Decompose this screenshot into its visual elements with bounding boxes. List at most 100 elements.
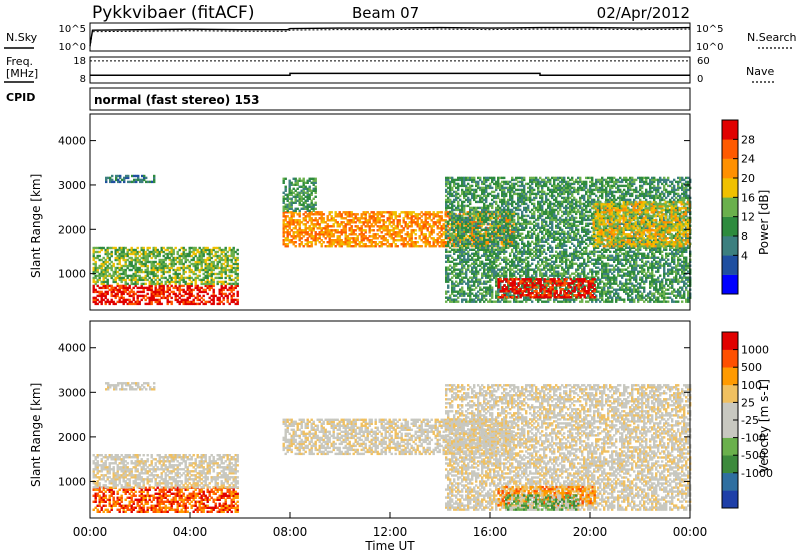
power-cell: [236, 262, 239, 266]
power-cell: [232, 270, 235, 274]
power-cell: [139, 178, 142, 182]
power-cell: [178, 272, 181, 276]
power-cell: [122, 286, 125, 290]
power-cell: [366, 245, 369, 248]
power-cell: [224, 294, 227, 298]
power-cell: [322, 227, 325, 230]
power-cell: [232, 252, 235, 256]
power-cell: [160, 250, 163, 254]
power-cell: [372, 215, 375, 218]
power-cell: [176, 252, 179, 256]
power-cell: [198, 250, 201, 254]
power-cell: [334, 213, 337, 216]
power-cell: [204, 246, 207, 250]
power-cell: [188, 284, 191, 288]
power-cell: [124, 270, 127, 274]
power-cell: [156, 248, 159, 252]
power-cell: [230, 264, 233, 268]
power-cell: [158, 302, 161, 306]
power-cell: [314, 177, 317, 180]
power-cell: [139, 180, 142, 184]
power-cell: [98, 264, 101, 268]
power-cell: [286, 235, 289, 238]
power-cell: [172, 250, 175, 254]
power-cell: [102, 272, 105, 276]
power-cell: [310, 223, 313, 226]
power-cell: [134, 302, 137, 306]
power-cell: [206, 276, 209, 280]
power-cell: [178, 262, 181, 266]
power-cell: [368, 227, 371, 230]
power-cell: [326, 229, 329, 232]
power-cell: [100, 274, 103, 278]
power-cell: [182, 272, 185, 276]
power-cell: [162, 254, 165, 258]
power-cell: [143, 178, 146, 182]
power-cell: [342, 227, 345, 230]
power-cell: [208, 264, 211, 268]
power-cell: [210, 270, 213, 274]
power-cell: [134, 274, 137, 278]
power-cell: [152, 248, 155, 252]
power-cell: [136, 258, 139, 262]
power-cell: [220, 266, 223, 270]
power-cell: [212, 294, 215, 298]
power-cell: [162, 268, 165, 272]
power-cell: [188, 286, 191, 290]
power-cell: [495, 200, 498, 204]
power-cell: [123, 178, 126, 182]
power-cell: [188, 294, 191, 298]
power-cell: [114, 256, 117, 260]
power-cell: [342, 229, 345, 232]
power-cell: [292, 221, 295, 224]
power-cell: [112, 272, 115, 276]
power-cell: [354, 233, 357, 236]
power-cell: [112, 288, 115, 292]
power-cell: [124, 282, 127, 286]
power-cell: [296, 221, 299, 224]
power-cell: [150, 282, 153, 286]
power-cell: [136, 286, 139, 290]
power-cell: [196, 286, 199, 290]
power-cell: [292, 233, 295, 236]
power-cell: [312, 239, 315, 242]
power-cell: [150, 294, 153, 298]
power-cell: [230, 268, 233, 272]
power-cell: [100, 280, 103, 284]
power-cell: [188, 290, 191, 294]
power-cell: [120, 254, 123, 258]
power-cell: [320, 215, 323, 218]
power-cell: [232, 300, 235, 304]
power-cell: [102, 282, 105, 286]
power-cell: [120, 250, 123, 254]
power-cell: [314, 235, 317, 238]
power-cell: [114, 246, 117, 250]
power-cell: [286, 239, 289, 242]
power-cell: [376, 215, 379, 218]
power-cell: [224, 246, 227, 250]
power-cell: [202, 302, 205, 306]
power-cell: [116, 294, 119, 298]
power-cell: [132, 286, 135, 290]
power-cell: [286, 221, 289, 224]
power-cell: [358, 233, 361, 236]
power-cell: [286, 223, 289, 226]
power-cell: [284, 237, 287, 240]
power-cell: [364, 219, 367, 222]
power-cell: [360, 217, 363, 220]
power-cell: [168, 252, 171, 256]
power-cell: [124, 280, 127, 284]
power-cell: [334, 231, 337, 234]
power-cell: [362, 239, 365, 242]
power-cell: [362, 229, 365, 232]
power-cell: [334, 211, 337, 214]
power-cell: [154, 290, 157, 294]
power-cell: [222, 248, 225, 252]
power-cell: [170, 262, 173, 266]
power-cell: [182, 290, 185, 294]
power-cell: [350, 245, 353, 248]
power-cell: [324, 225, 327, 228]
power-cell: [162, 250, 165, 254]
freq-panel-frame: [89, 56, 691, 84]
power-cell: [318, 233, 321, 236]
